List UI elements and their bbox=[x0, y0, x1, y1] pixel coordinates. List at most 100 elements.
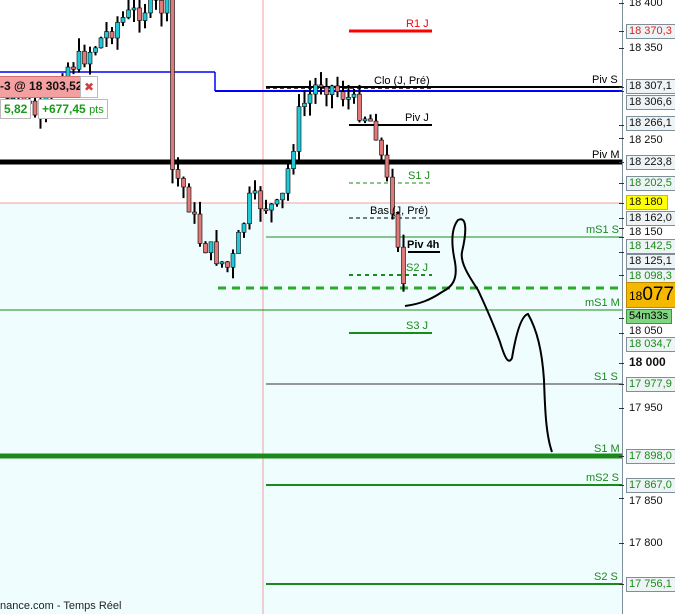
tick-mark bbox=[619, 584, 624, 585]
tick-mark bbox=[619, 498, 624, 499]
candle-body bbox=[186, 186, 192, 213]
candlesticks bbox=[0, 0, 406, 292]
tick-mark bbox=[619, 228, 624, 229]
axis-tick-label: 18 350 bbox=[629, 42, 663, 54]
tick-mark bbox=[619, 31, 624, 32]
candle-body bbox=[131, 7, 137, 11]
candle-body bbox=[225, 261, 230, 268]
candle-body bbox=[82, 50, 87, 65]
level-label: S1 J bbox=[408, 170, 431, 182]
candle-body bbox=[181, 177, 186, 188]
pnl-points: +677,45 pts bbox=[38, 99, 108, 119]
tick-mark bbox=[619, 318, 624, 319]
candle-body bbox=[236, 231, 241, 254]
level-label: R1 J bbox=[406, 18, 429, 30]
pnl-value: +677,45 bbox=[42, 102, 86, 116]
candle-body bbox=[269, 203, 274, 211]
candle-body bbox=[93, 47, 98, 53]
level-label: Piv S bbox=[592, 74, 618, 86]
level-label: S2 S bbox=[594, 571, 618, 583]
level-price-tag: 17 867,0 bbox=[626, 478, 675, 493]
level-price-tag: 18 098,3 bbox=[626, 269, 675, 284]
candle-body bbox=[87, 51, 93, 65]
current-price-label: 18077, bbox=[626, 282, 675, 308]
candle-body bbox=[258, 190, 263, 210]
candle-body bbox=[263, 208, 269, 212]
candle-body bbox=[241, 223, 247, 233]
candle-body bbox=[230, 253, 236, 268]
tick-mark bbox=[619, 384, 624, 385]
level-price-tag: 18 180 bbox=[626, 195, 668, 210]
candle-body bbox=[291, 151, 296, 169]
axis-tick-label: 18 400 bbox=[629, 0, 663, 9]
candle-body bbox=[104, 31, 109, 39]
candle-body bbox=[142, 12, 148, 21]
candle-body bbox=[32, 100, 38, 116]
candle-body bbox=[175, 169, 181, 179]
candle-body bbox=[390, 176, 395, 215]
candle-body bbox=[197, 213, 203, 244]
close-position-button[interactable]: ✖ bbox=[80, 76, 98, 98]
pnl-left: 5,82 bbox=[0, 99, 32, 119]
level-price-tag: 18 370,3 bbox=[626, 24, 675, 39]
level-label: mS2 S bbox=[586, 472, 620, 484]
candle-timer: 54m33s bbox=[626, 309, 672, 324]
price-chart[interactable] bbox=[0, 0, 622, 614]
tick-mark bbox=[619, 456, 624, 457]
level-price-tag: 18 125,1 bbox=[626, 254, 675, 269]
level-label: Bas (J, Pré) bbox=[370, 205, 429, 217]
candle-body bbox=[346, 96, 351, 100]
level-price-tag: 18 306,6 bbox=[626, 95, 675, 110]
level-price-tag: 18 266,1 bbox=[626, 116, 675, 131]
tick-mark bbox=[619, 485, 624, 486]
level-label: S2 J bbox=[406, 262, 429, 274]
candle-body bbox=[192, 211, 197, 215]
tick-mark bbox=[619, 91, 624, 92]
tick-mark bbox=[619, 48, 624, 49]
candle-body bbox=[335, 85, 340, 93]
candle-body bbox=[318, 84, 324, 88]
footer-source: nance.com - Temps Réel bbox=[0, 600, 122, 612]
position-label[interactable]: -3 @ 18 303,52 bbox=[0, 76, 88, 98]
level-label: Piv J bbox=[405, 112, 429, 124]
candle-body bbox=[368, 118, 373, 122]
candle-body bbox=[274, 199, 280, 205]
axis-tick-label: 18 050 bbox=[629, 325, 663, 337]
level-label: Piv 4h bbox=[407, 239, 440, 251]
candle-body bbox=[280, 192, 285, 201]
pnl-unit: pts bbox=[89, 104, 104, 116]
tick-mark bbox=[619, 237, 624, 238]
candle-body bbox=[76, 50, 82, 70]
tick-mark bbox=[619, 363, 624, 364]
tick-mark bbox=[619, 252, 624, 253]
tick-mark bbox=[619, 333, 624, 334]
tick-mark bbox=[619, 408, 624, 409]
hand-drawn-projection bbox=[404, 218, 553, 453]
candle-body bbox=[324, 86, 329, 95]
tick-mark bbox=[619, 87, 624, 88]
level-label: S1 M bbox=[594, 443, 620, 455]
level-label: S3 J bbox=[406, 320, 429, 332]
candle-body bbox=[148, 0, 153, 14]
candle-body bbox=[340, 91, 346, 100]
candle-body bbox=[120, 17, 126, 23]
axis-tick-label: 18 000 bbox=[629, 355, 666, 369]
level-price-tag: 17 977,9 bbox=[626, 377, 675, 392]
current-price-prefix: 18 bbox=[629, 289, 643, 303]
level-label: mS1 M bbox=[585, 297, 620, 309]
candle-body bbox=[357, 93, 362, 121]
level-label: mS1 S bbox=[586, 224, 620, 236]
candle-body bbox=[362, 118, 368, 122]
tick-mark bbox=[619, 162, 624, 163]
position-text: -3 @ 18 303,52 bbox=[0, 79, 83, 93]
level-price-tag: 18 202,5 bbox=[626, 176, 675, 191]
candle-body bbox=[203, 243, 208, 254]
tick-mark bbox=[619, 543, 624, 544]
level-price-tag: 18 223,8 bbox=[626, 155, 675, 170]
candle-body bbox=[71, 66, 76, 70]
candle-body bbox=[351, 93, 357, 98]
close-icon: ✖ bbox=[83, 80, 95, 94]
candle-body bbox=[247, 192, 252, 225]
tick-mark bbox=[619, 3, 624, 4]
level-price-tag: 18 142,5 bbox=[626, 239, 675, 254]
